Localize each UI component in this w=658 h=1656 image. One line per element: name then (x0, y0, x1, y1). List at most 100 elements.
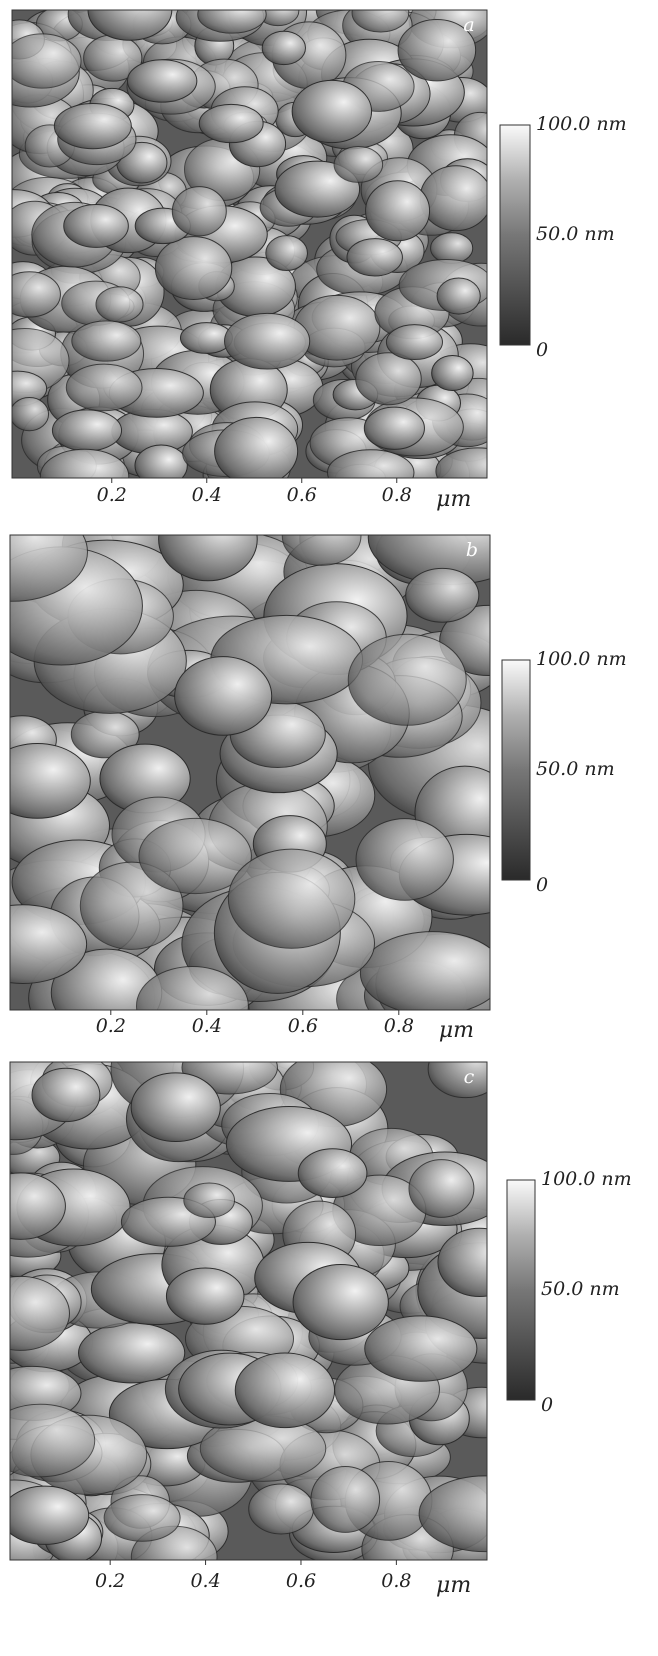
x-tick-label: 0.2 (95, 1570, 125, 1592)
grain (418, 1475, 487, 1553)
grain (12, 33, 82, 89)
grain (364, 1315, 478, 1382)
grain (158, 535, 258, 582)
x-unit: μm (436, 487, 471, 512)
colorbar (499, 124, 531, 346)
grain (405, 567, 480, 623)
grain (65, 363, 143, 412)
x-tick-label: 0.4 (192, 1015, 222, 1037)
grain (397, 19, 477, 82)
grain (130, 1072, 221, 1143)
x-tick-label: 0.2 (96, 1015, 126, 1037)
grain (95, 286, 144, 323)
x-tick-label: 0.4 (192, 484, 222, 506)
grain (31, 1067, 101, 1123)
colorbar-label: 0 (536, 874, 548, 896)
afm-image (10, 535, 490, 1010)
colorbar-label: 50.0 nm (536, 758, 615, 780)
grain (363, 406, 425, 450)
grain (154, 236, 233, 301)
grain (437, 1227, 487, 1297)
colorbar-label: 50.0 nm (541, 1278, 620, 1300)
grain (291, 79, 373, 144)
panel-label: a (463, 14, 474, 36)
grain (435, 447, 487, 478)
grain (78, 1322, 186, 1384)
grain (39, 448, 130, 478)
grain (10, 1403, 96, 1478)
grain (136, 966, 249, 1010)
grain (385, 324, 443, 361)
colorbar-label: 50.0 nm (536, 223, 615, 245)
grain (197, 10, 267, 34)
grain (265, 235, 308, 272)
x-tick-label: 0.8 (384, 1015, 414, 1037)
panel-label: b (466, 539, 478, 561)
afm-image (12, 10, 487, 478)
grain (174, 656, 273, 736)
x-tick-label: 0.2 (97, 484, 127, 506)
grain (333, 146, 384, 183)
grain (234, 1352, 336, 1429)
x-tick-label: 0.4 (190, 1570, 220, 1592)
grain (281, 535, 362, 566)
x-tick-label: 0.6 (287, 484, 317, 506)
grain (310, 1465, 381, 1533)
grain (63, 204, 129, 248)
colorbar-label: 100.0 nm (541, 1168, 632, 1190)
grain (10, 1172, 66, 1240)
grain (419, 165, 487, 232)
grain (10, 904, 88, 984)
grain (138, 817, 252, 895)
colorbar-label: 0 (541, 1394, 553, 1416)
grain (297, 1148, 368, 1198)
grain (10, 742, 91, 819)
afm-panel: b 0.2 0.4 0.6 0.8 μm 100.0 nm 50.0 nm 0 (9, 534, 627, 1043)
grain (224, 312, 311, 370)
grain (261, 30, 306, 66)
grain (427, 1062, 487, 1099)
grain (430, 232, 474, 264)
grain (214, 416, 299, 478)
grain (347, 633, 467, 726)
colorbar-label: 100.0 nm (536, 648, 627, 670)
grain (10, 535, 88, 602)
grain (198, 103, 264, 144)
afm-panel: a 0.2 0.4 0.6 0.8 μm 100.0 nm 50.0 nm 0 (11, 9, 627, 512)
colorbar-label: 100.0 nm (536, 113, 627, 135)
grain (227, 848, 356, 949)
grain (12, 397, 50, 432)
grain (165, 1267, 245, 1325)
grain (359, 931, 490, 1010)
afm-image (10, 1062, 487, 1560)
colorbar (506, 1179, 536, 1401)
colorbar (501, 659, 531, 881)
x-tick-label: 0.8 (381, 1570, 411, 1592)
grain (436, 277, 481, 315)
grain (365, 180, 431, 242)
grain (248, 1483, 314, 1535)
panel-label: c (464, 1066, 475, 1088)
grain (171, 186, 227, 237)
grain (346, 238, 403, 277)
grain (10, 1485, 90, 1545)
afm-panel: c 0.2 0.4 0.6 0.8 μm 100.0 nm 50.0 nm 0 (9, 1061, 632, 1598)
colorbar-label: 0 (536, 339, 548, 361)
grain (103, 1494, 181, 1542)
grain (53, 102, 132, 150)
grain (431, 354, 474, 392)
grain (408, 1159, 475, 1218)
grain (326, 449, 415, 478)
grain (134, 444, 188, 478)
grain (12, 271, 61, 318)
x-unit: μm (439, 1018, 474, 1043)
x-tick-label: 0.6 (286, 1570, 316, 1592)
x-tick-label: 0.8 (382, 484, 412, 506)
grain (71, 320, 142, 362)
grain (126, 59, 198, 103)
grain (355, 352, 422, 406)
grain (10, 1275, 70, 1351)
grain (351, 10, 410, 33)
grain (355, 818, 454, 901)
